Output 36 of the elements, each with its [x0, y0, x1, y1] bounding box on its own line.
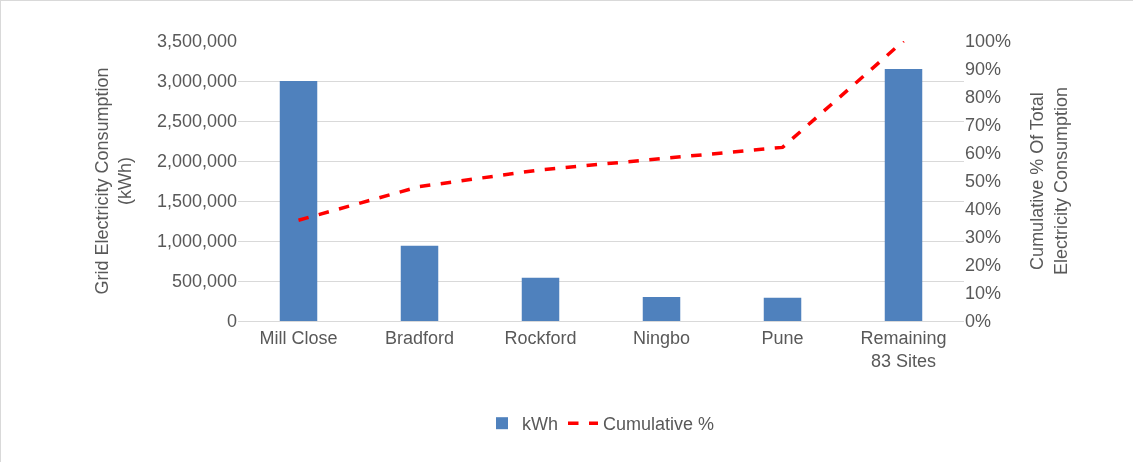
y2-tick-label: 30%	[965, 227, 1002, 248]
y2-tick-label: 0%	[965, 311, 992, 332]
y-tick-label: 0	[226, 311, 237, 332]
y2-tick-label: 90%	[965, 59, 1002, 80]
bar	[279, 81, 318, 321]
y2-tick-label: 40%	[965, 199, 1002, 220]
x-tick-label: Bradford	[384, 327, 455, 348]
bar	[884, 69, 923, 321]
bar	[400, 245, 439, 321]
y2-tick-label: 10%	[965, 283, 1002, 304]
x-tick-label: Remaining 83 Sites	[860, 327, 947, 371]
y-tick-label: 500,000	[171, 271, 237, 292]
y2-axis-title: Cumulative % Of Total Electricity Consumption	[1027, 86, 1071, 276]
line-series	[296, 41, 906, 222]
y2-tick-label: 80%	[965, 87, 1002, 108]
y-tick-label: 1,500,000	[156, 191, 237, 212]
y2-tick-label: 70%	[965, 115, 1002, 136]
y-tick-label: 1,000,000	[156, 231, 237, 252]
x-tick-label: Pune	[761, 327, 804, 348]
x-tick-label: Ningbo	[632, 327, 691, 348]
x-tick-label: Mill Close	[259, 327, 338, 348]
y-tick-label: 2,500,000	[156, 111, 237, 132]
legend-label: kWh	[522, 414, 558, 435]
bar	[763, 297, 802, 321]
y2-tick-label: 20%	[965, 255, 1002, 276]
y2-tick-label: 60%	[965, 143, 1002, 164]
y-tick-label: 2,000,000	[156, 151, 237, 172]
x-tick-label: Rockford	[504, 327, 577, 348]
y2-tick-label: 100%	[965, 31, 1012, 52]
y2-tick-label: 50%	[965, 171, 1002, 192]
y-tick-label: 3,000,000	[156, 71, 237, 92]
y-tick-label: 3,500,000	[156, 31, 237, 52]
bar	[521, 277, 560, 321]
bar	[642, 297, 681, 321]
y-axis-title: Grid Electricity Consumption (kWh)	[91, 67, 136, 295]
legend-label: Cumulative %	[603, 414, 715, 435]
